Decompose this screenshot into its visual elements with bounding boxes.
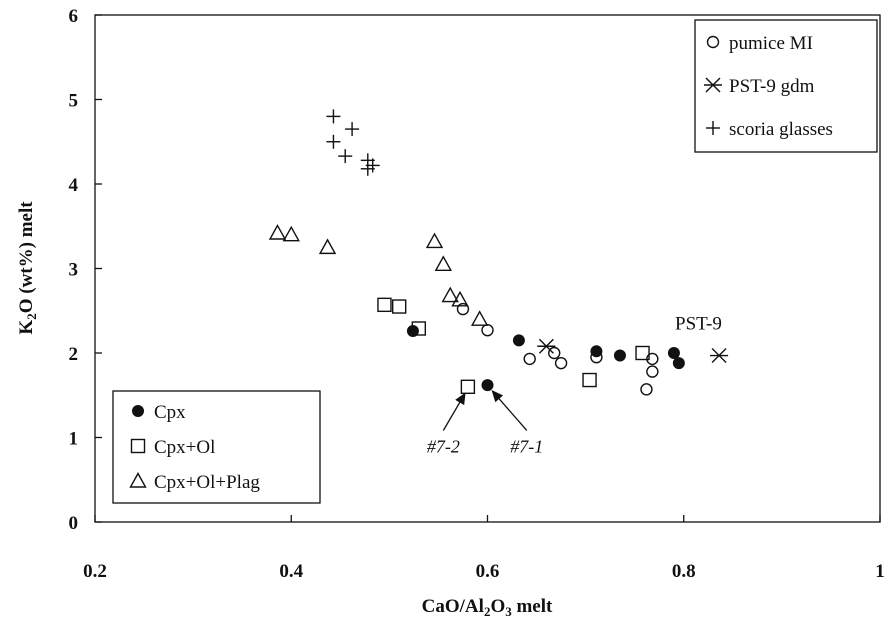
legend-box (112, 390, 321, 504)
legend-marker (704, 77, 722, 93)
data-point (646, 365, 659, 378)
data-point (451, 290, 469, 307)
data-point (635, 345, 650, 361)
axis-ticks (94, 14, 881, 523)
data-point (640, 383, 653, 396)
data-point (377, 297, 392, 313)
data-markers (268, 109, 729, 396)
data-point (326, 134, 341, 149)
data-point (481, 323, 494, 337)
legend-box (694, 19, 878, 153)
data-point (411, 321, 427, 336)
legend-label: scoria glasses (729, 119, 833, 140)
data-point (512, 334, 525, 347)
data-point (481, 379, 494, 392)
annotation-arrow (491, 390, 528, 431)
data-point (523, 352, 536, 366)
data-point (613, 349, 626, 362)
annotations: #7-2 #7-1 PST-9 (427, 313, 722, 456)
data-point (646, 352, 659, 366)
y-axis-title: K2O (wt%) melt (16, 201, 39, 335)
annotation-label: #7-1 (510, 436, 543, 456)
y-tick-label: 5 (69, 91, 79, 112)
legend-top-right: pumice MI PST-9 gdm scoria glasses (694, 19, 878, 153)
legend-label: Cpx+Ol (154, 437, 215, 458)
data-point (365, 158, 380, 173)
y-tick-label: 2 (69, 344, 79, 365)
data-point (268, 224, 287, 240)
legend-marker (130, 438, 146, 454)
data-point (282, 225, 300, 242)
data-point (326, 109, 341, 124)
data-point (345, 122, 360, 137)
data-point (318, 238, 337, 255)
data-point (441, 286, 459, 303)
data-point (434, 255, 453, 271)
data-point (548, 346, 561, 360)
legend-marker (706, 35, 720, 49)
data-point (391, 299, 407, 314)
annotation-label: #7-2 (427, 436, 460, 456)
data-point (456, 302, 470, 316)
x-axis-title: CaO/Al2O3 melt (422, 596, 553, 619)
data-point (460, 379, 476, 394)
y-tick-label: 4 (69, 175, 79, 196)
data-point (425, 232, 444, 249)
y-tick-label: 1 (69, 429, 79, 450)
data-point (554, 356, 568, 370)
data-point (470, 310, 489, 326)
legend-marker (706, 121, 720, 135)
tick-labels: 0.2 0.4 0.6 0.8 1 0 1 2 3 4 5 6 (69, 6, 885, 582)
data-point (710, 348, 729, 364)
x-tick-label: 0.2 (83, 561, 107, 582)
data-point (672, 357, 685, 370)
legend-label: Cpx+Ol+Plag (154, 472, 260, 493)
data-point (667, 347, 680, 359)
legend-bottom-left: Cpx Cpx+Ol Cpx+Ol+Plag (112, 390, 321, 504)
data-point (338, 149, 353, 164)
data-point (537, 338, 556, 354)
y-tick-label: 3 (69, 260, 79, 281)
y-tick-label: 0 (69, 513, 79, 534)
legend-label: pumice MI (729, 33, 813, 54)
annotation-arrow (442, 392, 466, 431)
x-tick-label: 0.4 (279, 561, 303, 582)
legend-label: Cpx (154, 402, 186, 423)
data-point (582, 372, 597, 388)
y-tick-label: 6 (69, 6, 79, 27)
legend-label: PST-9 gdm (729, 76, 815, 97)
x-tick-label: 1 (875, 561, 885, 582)
legend-marker (132, 405, 144, 417)
legend-marker (129, 472, 147, 488)
x-tick-label: 0.8 (672, 561, 696, 582)
annotation-label: PST-9 (675, 313, 722, 334)
x-tick-label: 0.6 (476, 561, 500, 582)
data-point (590, 351, 603, 364)
